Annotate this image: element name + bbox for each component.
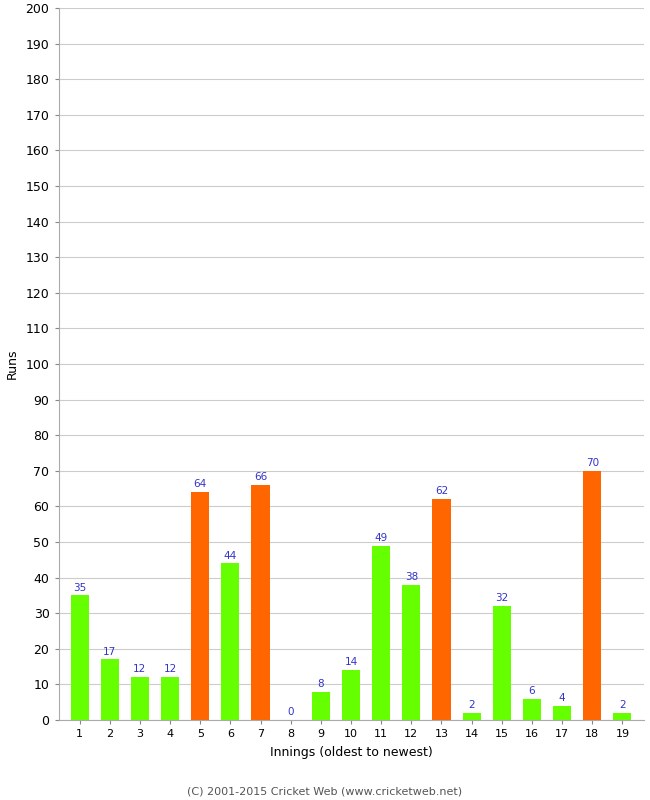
Bar xyxy=(161,678,179,720)
Text: 44: 44 xyxy=(224,550,237,561)
Text: (C) 2001-2015 Cricket Web (www.cricketweb.net): (C) 2001-2015 Cricket Web (www.cricketwe… xyxy=(187,786,463,796)
Text: 12: 12 xyxy=(133,665,146,674)
Bar xyxy=(523,698,541,720)
Text: 35: 35 xyxy=(73,582,86,593)
Text: 12: 12 xyxy=(163,665,177,674)
Text: 38: 38 xyxy=(405,572,418,582)
Y-axis label: Runs: Runs xyxy=(6,349,19,379)
Bar xyxy=(614,713,631,720)
Bar xyxy=(252,485,270,720)
Text: 0: 0 xyxy=(287,707,294,717)
Bar xyxy=(312,691,330,720)
Bar xyxy=(372,546,390,720)
Text: 4: 4 xyxy=(559,693,566,703)
Bar xyxy=(493,606,511,720)
Bar xyxy=(191,492,209,720)
Text: 64: 64 xyxy=(194,479,207,490)
Text: 62: 62 xyxy=(435,486,448,497)
Bar xyxy=(101,659,119,720)
Bar xyxy=(342,670,360,720)
Text: 14: 14 xyxy=(344,658,358,667)
Text: 66: 66 xyxy=(254,472,267,482)
Bar xyxy=(402,585,421,720)
Bar xyxy=(463,713,480,720)
Bar xyxy=(71,595,88,720)
Text: 17: 17 xyxy=(103,646,116,657)
Bar xyxy=(432,499,450,720)
Text: 70: 70 xyxy=(586,458,599,468)
Text: 2: 2 xyxy=(468,700,475,710)
Bar xyxy=(222,563,239,720)
Text: 8: 8 xyxy=(318,678,324,689)
Text: 32: 32 xyxy=(495,594,508,603)
Text: 49: 49 xyxy=(374,533,388,542)
Bar xyxy=(131,678,149,720)
Bar xyxy=(583,470,601,720)
X-axis label: Innings (oldest to newest): Innings (oldest to newest) xyxy=(270,746,432,759)
Text: 6: 6 xyxy=(528,686,535,696)
Bar xyxy=(553,706,571,720)
Text: 2: 2 xyxy=(619,700,626,710)
